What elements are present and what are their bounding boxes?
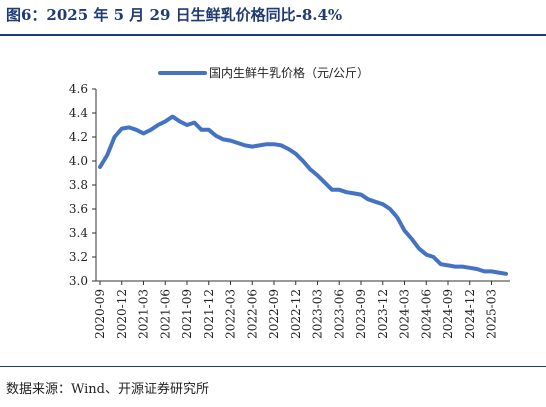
- y-tick-label: 3.8: [69, 178, 88, 192]
- y-tick-label: 3.6: [69, 202, 88, 216]
- source-rule: [0, 366, 546, 367]
- x-tick-label: 2022-09: [267, 289, 281, 339]
- legend-label: 国内生鲜牛乳价格（元/公斤）: [209, 65, 369, 80]
- x-tick-label: 2023-09: [354, 289, 368, 339]
- x-tick-label: 2021-03: [137, 289, 151, 339]
- y-tick-label: 3.2: [69, 250, 88, 264]
- figure-title: 图6：2025 年 5 月 29 日生鲜乳价格同比-8.4%: [6, 6, 343, 24]
- x-tick-label: 2022-03: [224, 289, 238, 339]
- x-axis-ticks: 2020-09 2020-12 2021-03 2021-06 2021-09 2021-…: [93, 281, 499, 339]
- x-tick-label: 2024-03: [398, 289, 412, 339]
- y-axis-ticks: 3.0 3.2 3.4 3.6 3.8 4.0 4.2 4.4 4.6: [69, 82, 96, 288]
- source-note: 数据来源：Wind、开源证券研究所: [6, 382, 209, 397]
- x-tick-label: 2022-12: [289, 289, 303, 339]
- x-tick-label: 2021-12: [202, 289, 216, 339]
- axes: [95, 89, 510, 282]
- y-tick-label: 3.4: [69, 226, 88, 240]
- x-tick-label: 2020-09: [93, 289, 107, 339]
- y-tick-label: 4.6: [69, 82, 88, 96]
- x-tick-label: 2024-12: [463, 289, 477, 339]
- y-tick-label: 4.0: [69, 154, 88, 168]
- x-tick-label: 2021-09: [180, 289, 194, 339]
- line-chart: 国内生鲜牛乳价格（元/公斤） 3.0 3.2 3.4 3.6 3.8 4.0 4.2 4.4 4…: [69, 65, 510, 339]
- x-tick-label: 2025-03: [485, 289, 499, 339]
- y-tick-label: 3.0: [69, 274, 88, 288]
- x-tick-label: 2024-06: [419, 289, 433, 339]
- title-rule: [0, 34, 546, 36]
- x-tick-label: 2023-03: [311, 289, 325, 339]
- y-tick-label: 4.2: [69, 130, 88, 144]
- x-tick-label: 2021-06: [158, 289, 172, 339]
- legend: 国内生鲜牛乳价格（元/公斤）: [158, 65, 369, 80]
- x-tick-label: 2023-06: [332, 289, 346, 339]
- x-tick-label: 2020-12: [115, 289, 129, 339]
- x-tick-label: 2023-12: [376, 289, 390, 339]
- series-line: [98, 114, 508, 276]
- x-tick-label: 2024-09: [441, 289, 455, 339]
- x-tick-label: 2022-06: [245, 289, 259, 339]
- y-tick-label: 4.4: [69, 106, 88, 120]
